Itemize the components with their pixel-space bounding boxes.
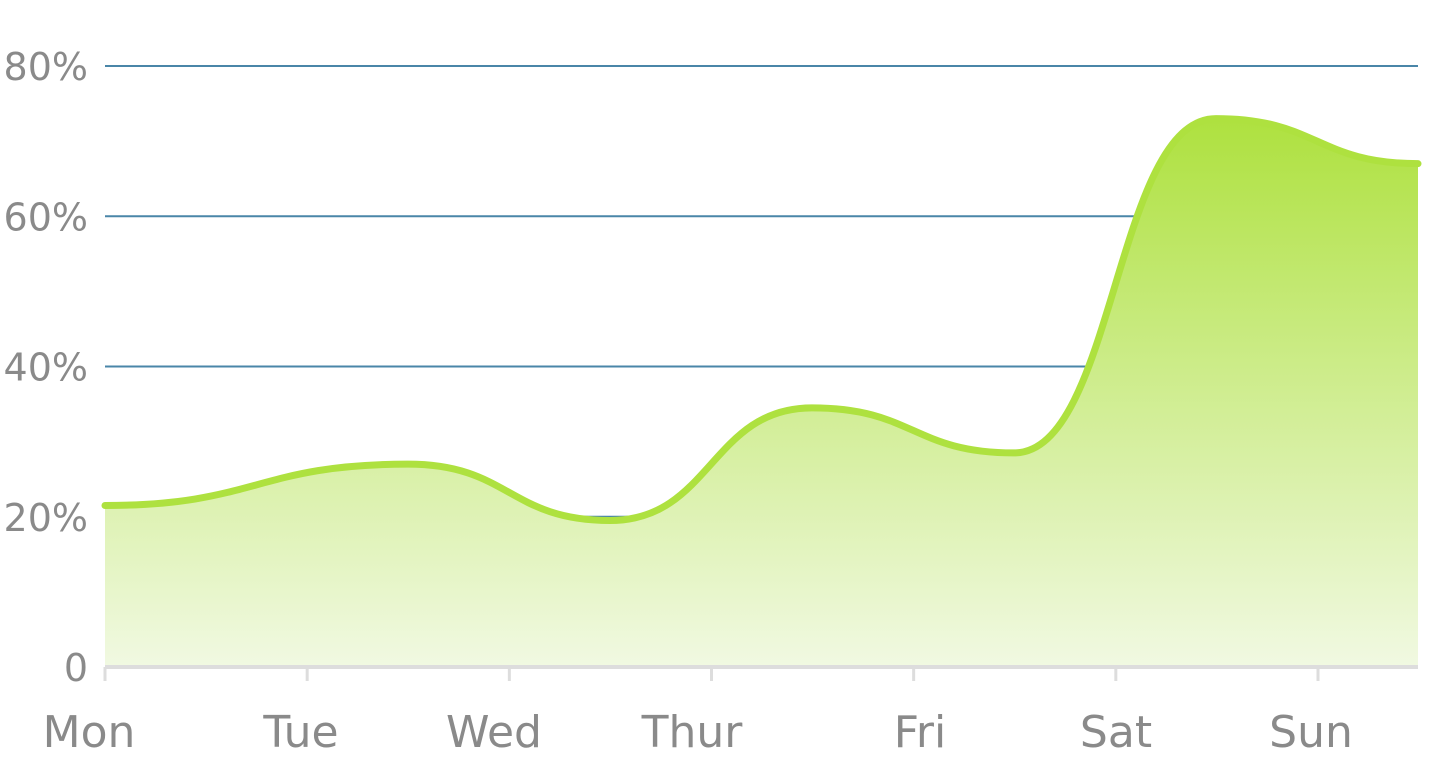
y-tick-label-0: 0: [64, 646, 88, 690]
y-tick-label-40: 40%: [4, 346, 88, 390]
x-tick-label-sat: Sat: [1080, 707, 1152, 758]
x-axis: Mon Tue Wed Thur Fri Sat Sun: [43, 665, 1418, 758]
x-tick-label-thur: Thur: [641, 707, 744, 758]
x-tick-label-tue: Tue: [262, 707, 338, 758]
x-tick-label-fri: Fri: [894, 707, 946, 758]
x-tick-label-mon: Mon: [43, 707, 136, 758]
plot-area: [101, 115, 1422, 667]
x-tick-label-wed: Wed: [446, 707, 542, 758]
series-line: [101, 115, 1422, 525]
y-tick-label-80: 80%: [4, 45, 88, 89]
area-fill: [105, 118, 1418, 667]
x-tick-label-sun: Sun: [1269, 707, 1353, 758]
y-tick-label-20: 20%: [4, 496, 88, 540]
y-axis: 0 20% 40% 60% 80%: [4, 45, 88, 690]
y-tick-label-60: 60%: [4, 195, 88, 239]
